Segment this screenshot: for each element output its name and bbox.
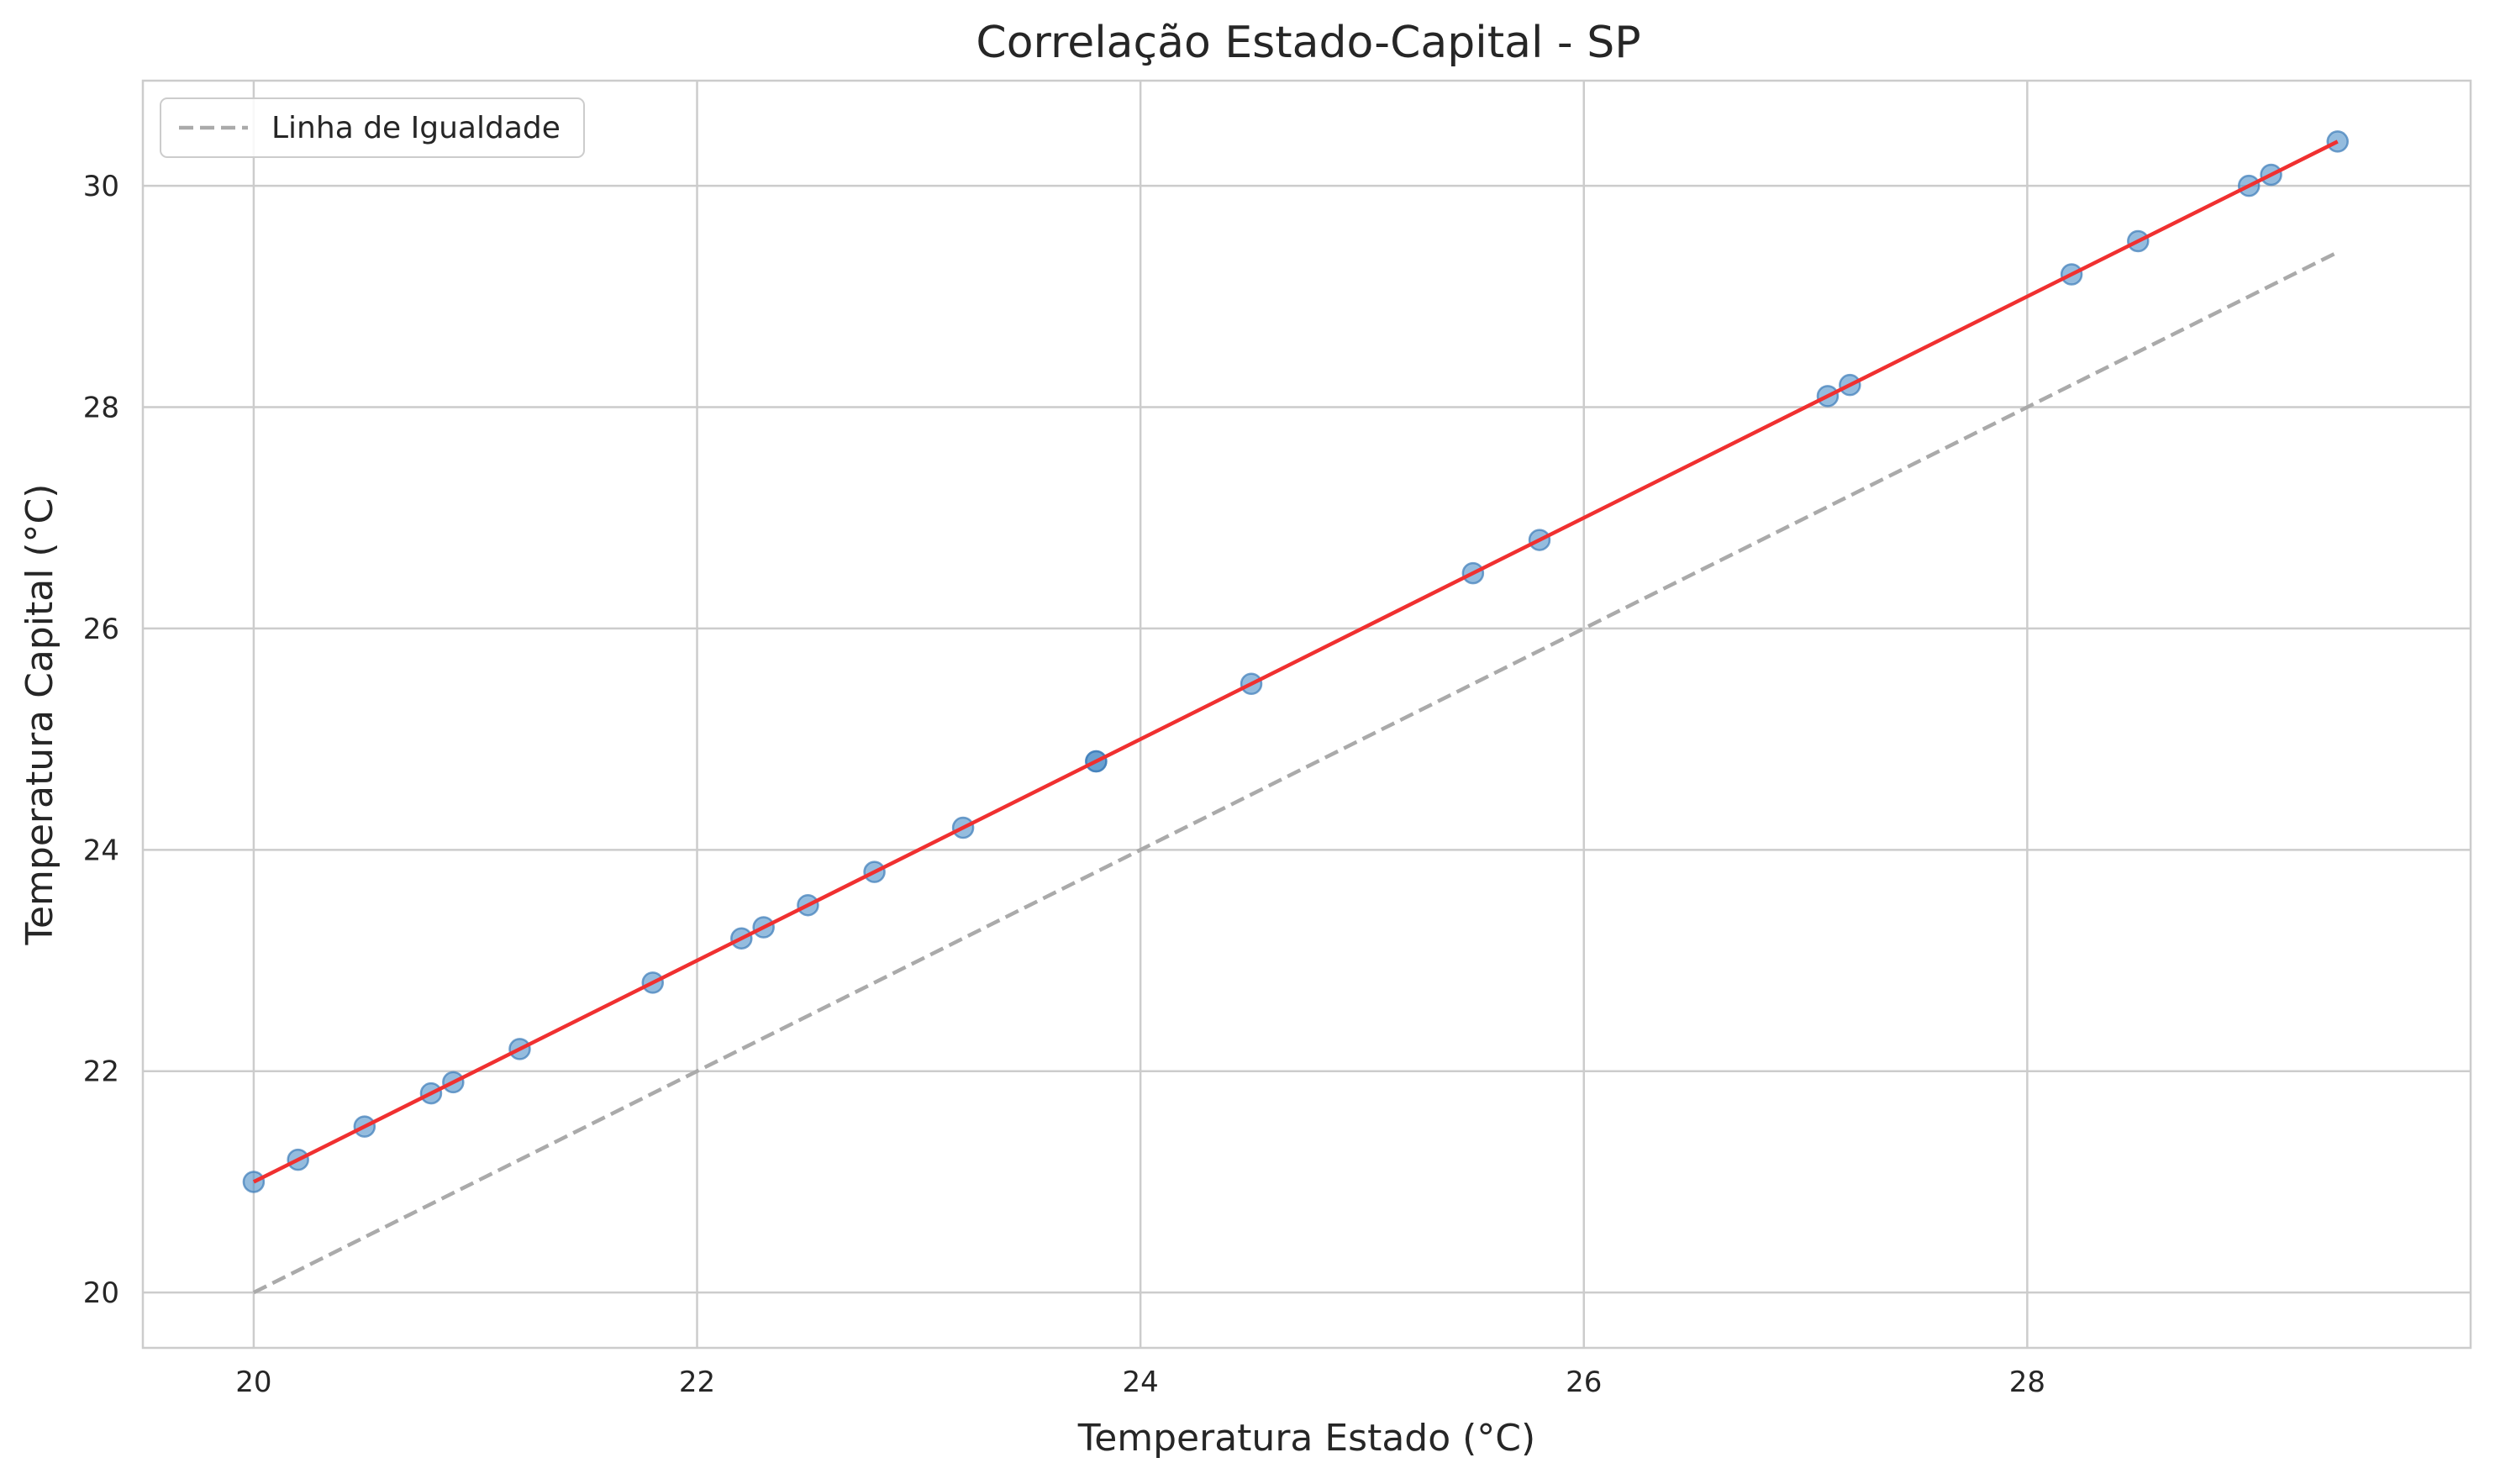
x-axis-label: Temperatura Estado (°C): [1077, 1417, 1535, 1460]
y-tick-label: 22: [83, 1055, 119, 1089]
y-axis-label: Temperatura Capital (°C): [18, 484, 61, 946]
legend-box: [160, 97, 585, 158]
plot-frame: [141, 79, 2472, 1350]
grid: [143, 81, 2471, 1348]
equality-line: [252, 250, 2339, 1295]
legend-label-equality-line: Linha de Igualdade: [271, 111, 561, 145]
x-tick-label: 26: [1566, 1366, 1602, 1399]
chart-title: Correlação Estado-Capital - SP: [976, 18, 1640, 68]
regression-line: [252, 139, 2339, 1184]
y-tick-label: 26: [83, 613, 119, 646]
plot-area: [143, 81, 2471, 1348]
y-tick-label: 30: [83, 170, 119, 203]
y-tick-label: 28: [83, 392, 119, 425]
x-tick-label: 24: [1123, 1366, 1159, 1399]
y-tick-label: 20: [83, 1276, 119, 1310]
tick-labels: 20 22 24 26 28 20 22 24 26 28 30: [83, 170, 2045, 1399]
legend: Linha de Igualdade: [160, 97, 585, 158]
x-tick-label: 20: [235, 1366, 271, 1399]
y-tick-label: 24: [83, 834, 119, 867]
series: [242, 130, 2349, 1295]
x-tick-label: 22: [679, 1366, 715, 1399]
x-tick-label: 28: [2009, 1366, 2045, 1399]
